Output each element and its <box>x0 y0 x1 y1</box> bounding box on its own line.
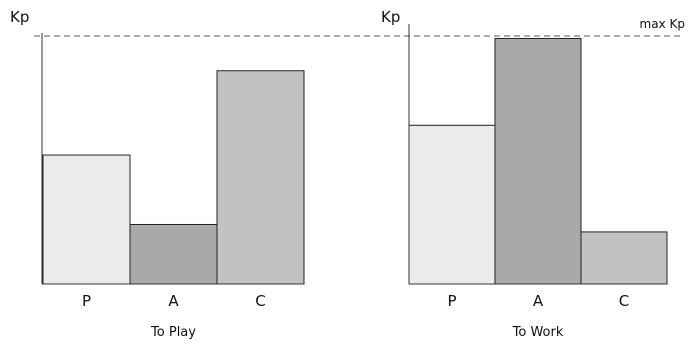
chart-title: To Play <box>150 325 196 340</box>
tick-label-c: C <box>255 292 265 310</box>
chart-title: To Work <box>512 325 564 340</box>
tick-label-a: A <box>533 292 544 310</box>
tick-label-c: C <box>619 292 629 310</box>
bar-c <box>580 231 668 285</box>
tick-label-p: P <box>447 292 456 310</box>
bar-p <box>408 124 496 285</box>
tick-label-a: A <box>168 292 179 310</box>
bar-c <box>216 70 305 285</box>
y-axis-label: Kp <box>381 8 400 26</box>
y-axis-label: Kp <box>10 8 29 26</box>
max-kp-label: max Kp <box>640 17 685 31</box>
chart-panel-2: Kp P A C To Work <box>381 8 668 340</box>
chart-panel-1: Kp P A C To Play <box>10 8 305 340</box>
bar-p <box>42 154 131 285</box>
bar-a <box>494 37 582 285</box>
tick-label-p: P <box>82 292 91 310</box>
bar-a <box>129 223 218 285</box>
chart-panels: Kp P A C To Play Kp P A C To Work <box>10 8 668 340</box>
